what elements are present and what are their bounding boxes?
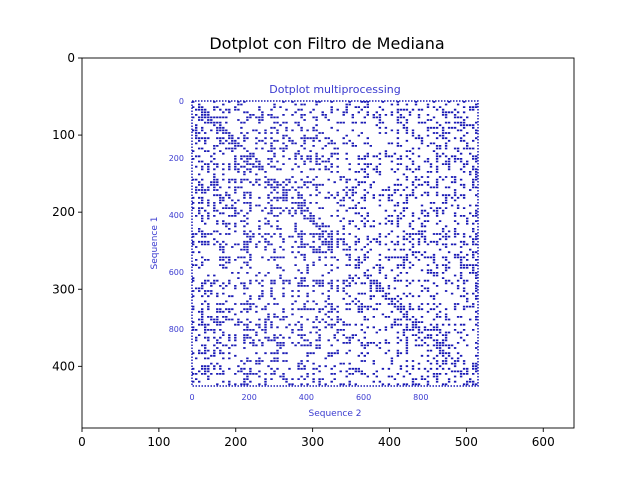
image-y-tick-label: 0 [179,97,184,106]
y-tick-label: 300 [52,282,75,296]
dot-matrix [191,100,479,387]
chart-title: Dotplot con Filtro de Mediana [209,34,444,53]
image-xlabel: Sequence 2 [309,409,362,419]
x-tick-label: 500 [455,435,478,449]
dot-matrix-border [191,100,479,387]
axes-frame [81,57,575,429]
image-title: Dotplot multiprocessing [269,83,400,96]
x-tick-label: 600 [532,435,555,449]
y-tick-label: 0 [67,51,75,65]
image-x-tick-label: 0 [189,393,194,402]
x-tick-label: 0 [78,435,86,449]
y-tick-label: 100 [52,128,75,142]
image-ticks: 0 200 400 600 800 0 200 400 600 800 [169,97,429,402]
image-y-tick-label: 400 [169,211,184,220]
image-ylabel: Sequence 1 [150,217,160,270]
x-tick-label: 400 [378,435,401,449]
image-x-tick-label: 600 [356,393,371,402]
image-y-tick-label: 800 [169,325,184,334]
y-tick-label: 200 [52,205,75,219]
image-x-tick-label: 200 [242,393,257,402]
image-x-tick-label: 800 [413,393,428,402]
x-tick-label: 300 [301,435,324,449]
dotplot-image: Dotplot multiprocessing Sequence 2 Seque… [150,83,479,419]
image-y-tick-label: 600 [169,268,184,277]
axes: 0 100 200 300 400 500 600 0 100 200 300 400 [52,51,575,449]
y-tick-label: 400 [52,359,75,373]
dot-marks [192,101,478,386]
x-tick-label: 200 [224,435,247,449]
x-tick-label: 100 [147,435,170,449]
image-y-tick-label: 200 [169,154,184,163]
image-x-tick-label: 400 [299,393,314,402]
